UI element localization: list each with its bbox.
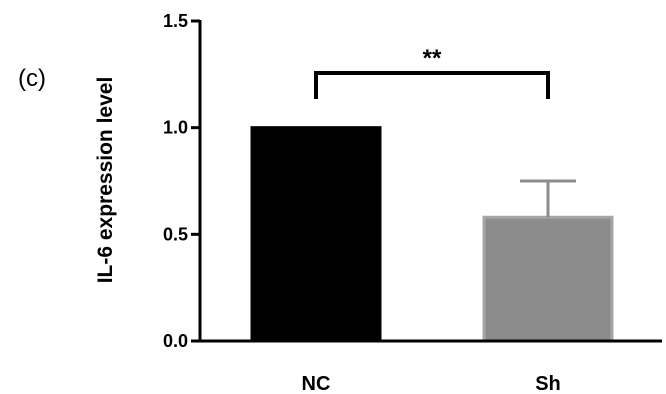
bar-nc xyxy=(250,126,382,343)
axes xyxy=(198,20,662,343)
x-axis-categories: NC Sh xyxy=(302,373,561,394)
error-bars xyxy=(520,179,576,218)
y-tick-label: 1.0 xyxy=(163,118,188,138)
y-tick-label: 1.5 xyxy=(163,11,188,31)
x-category-label: NC xyxy=(302,373,331,394)
x-category-label: Sh xyxy=(535,373,561,394)
panel-label: (c) xyxy=(18,65,46,92)
significance-bracket: ** xyxy=(314,45,550,99)
bracket-line xyxy=(314,71,550,99)
y-axis-title: IL-6 expression level xyxy=(94,77,117,284)
y-axis-ticks: 0.0 0.5 1.0 1.5 xyxy=(163,11,200,351)
bar-sh xyxy=(482,215,614,343)
y-tick-label: 0.5 xyxy=(163,224,188,244)
significance-label: ** xyxy=(423,45,442,72)
y-tick-label: 0.0 xyxy=(163,331,188,351)
bars xyxy=(250,126,614,343)
